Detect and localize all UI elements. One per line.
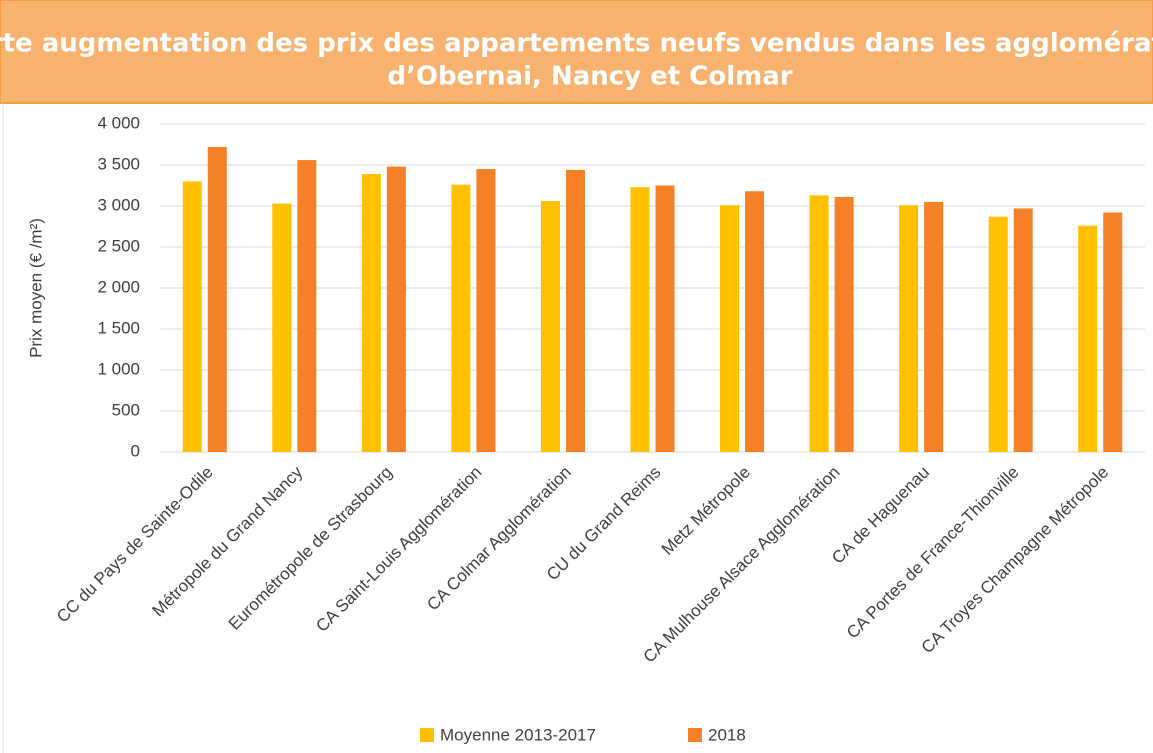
legend-swatch: [688, 728, 702, 742]
bar: [1078, 225, 1098, 452]
legend-label: 2018: [708, 725, 746, 744]
bar: [988, 216, 1008, 452]
bar: [272, 203, 292, 452]
x-tick-label: CA Saint-Louis Agglomération: [312, 463, 485, 636]
y-tick-label: 4 000: [97, 113, 140, 132]
x-tick-label: CA Portes de France-Thionville: [843, 463, 1023, 643]
x-tick-label: Métropole du Grand Nancy: [149, 462, 307, 620]
bar: [182, 181, 202, 452]
bar: [207, 146, 227, 452]
chart-title: Forte augmentation des prix des appartem…: [0, 29, 1153, 59]
chart-title: d’Obernai, Nancy et Colmar: [387, 62, 792, 92]
bar: [451, 184, 471, 452]
x-tick-label: CA Troyes Champagne Métropole: [918, 463, 1113, 658]
y-tick-label: 2 000: [97, 277, 140, 296]
bar: [540, 201, 560, 452]
y-tick-label: 2 500: [97, 236, 140, 255]
bar: [899, 205, 919, 452]
bar: [1103, 212, 1123, 452]
bar: [297, 160, 317, 452]
bar: [630, 187, 650, 452]
x-tick-label: CA de Haguenau: [828, 463, 933, 568]
y-tick-label: 3 000: [97, 195, 140, 214]
x-tick-label: CA Mulhouse Alsace Agglomération: [640, 463, 844, 667]
y-tick-label: 3 500: [97, 154, 140, 173]
bar: [476, 169, 496, 452]
x-tick-label: CA Colmar Agglomération: [423, 463, 575, 615]
legend-label: Moyenne 2013-2017: [440, 725, 596, 744]
bar: [361, 174, 381, 452]
title-banner: [0, 0, 1153, 104]
y-tick-label: 1 000: [97, 359, 140, 378]
bar: [809, 195, 829, 452]
bar: [834, 196, 854, 452]
bar: [1013, 208, 1033, 452]
y-tick-label: 1 500: [97, 318, 140, 337]
bar: [565, 169, 585, 453]
bar: [655, 185, 675, 452]
bar: [720, 205, 740, 452]
y-axis-label: Prix moyen (€ /m²): [26, 218, 45, 358]
bar: [745, 191, 765, 453]
y-tick-label: 500: [112, 400, 140, 419]
x-tick-label: Metz Métropole: [658, 463, 754, 559]
x-tick-label: Eurométropole de Strasbourg: [225, 463, 396, 634]
legend-swatch: [420, 728, 434, 742]
y-tick-label: 0: [131, 441, 140, 460]
bar: [386, 166, 406, 452]
x-tick-label: CC du Pays de Sainte-Odile: [53, 463, 217, 627]
bar: [924, 201, 944, 452]
